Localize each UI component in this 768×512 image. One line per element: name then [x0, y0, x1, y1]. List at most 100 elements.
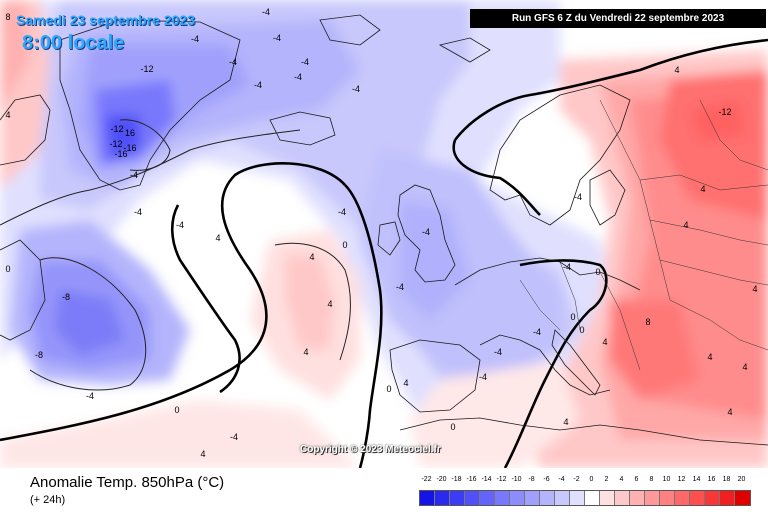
coastlines [0, 14, 768, 446]
isoline-label: 4 [602, 337, 607, 347]
legend-color-bar [419, 490, 751, 506]
isoline-label: -4 [254, 80, 262, 90]
legend-label: -14 [481, 476, 492, 483]
model-run-banner: Run GFS 6 Z du Vendredi 22 septembre 202… [470, 9, 766, 28]
legend-swatch [525, 491, 540, 505]
isoline-label: 4 [303, 347, 308, 357]
isoline-label: -4 [479, 372, 487, 382]
isoline-label: -4 [574, 192, 582, 202]
isoline-label: 8 [645, 317, 650, 327]
isoline-label: 0 [342, 240, 347, 250]
isoline-label: 4 [5, 110, 10, 120]
forecast-date: Samedi 23 septembre 2023 [16, 12, 195, 28]
legend-swatch [585, 491, 600, 505]
legend-swatch [555, 491, 570, 505]
isoline-label: -12 [718, 107, 731, 117]
legend-label: 14 [692, 476, 701, 483]
legend-swatch [495, 491, 510, 505]
isoline-label: -4 [533, 327, 541, 337]
isoline-label: -4 [230, 432, 238, 442]
map-canvas: -12-12 16-12 -16-16-4-44-8-8-404-44440-4-4… [0, 0, 768, 468]
isoline-label: -4 [301, 57, 309, 67]
isoline-label: 4 [309, 252, 314, 262]
legend-swatch [540, 491, 555, 505]
isoline-label: -4 [229, 57, 237, 67]
legend-swatch [720, 491, 735, 505]
isoline-label: -4 [262, 7, 270, 17]
isoline-label: 4 [200, 449, 205, 459]
legend-label: -12 [496, 476, 507, 483]
isoline-label: 8 [5, 12, 10, 22]
isoline-label: -12 [109, 139, 122, 149]
isoline-label: -4 [48, 37, 56, 47]
legend-swatch [735, 491, 750, 505]
isoline-label: 4 [752, 284, 757, 294]
legend-swatch [420, 491, 435, 505]
legend-swatch [465, 491, 480, 505]
isoline-label: -8 [35, 350, 43, 360]
isoline-label: -12 [110, 124, 123, 134]
isoline-label: -16 [123, 143, 136, 153]
isoline-label: -4 [134, 207, 142, 217]
legend-swatch [675, 491, 690, 505]
legend-label: -6 [543, 476, 550, 483]
isoline-label: -4 [352, 84, 360, 94]
zero-isotherm [0, 38, 768, 468]
isoline-label: 0 [595, 267, 600, 277]
isoline-label: 0 [570, 312, 575, 322]
legend-label: 16 [707, 476, 716, 483]
color-legend: -22 -20 -18 -16 -14 -12 -10 -8 -6 -4 -2 0 2 4 6 8 10 12 14… [419, 476, 751, 506]
isoline-label: -4 [191, 34, 199, 44]
isoline-label: -4 [396, 282, 404, 292]
isoline-label: 4 [674, 65, 679, 75]
legend-label: -18 [451, 476, 462, 483]
legend-swatch [645, 491, 660, 505]
legend-label: 20 [737, 476, 746, 483]
legend-swatch [660, 491, 675, 505]
legend-labels: -22 -20 -18 -16 -14 -12 -10 -8 -6 -4 -2 0 2 4 6 8 10 12 14… [419, 476, 751, 488]
isoline-label: -4 [176, 220, 184, 230]
legend-label: 4 [619, 476, 624, 483]
isoline-label: 0 [386, 384, 391, 394]
legend-swatch [600, 491, 615, 505]
isoline-value-labels: -12-12 16-12 -16-16-4-44-8-8-404-44440-4-4… [5, 7, 757, 459]
legend-swatch [510, 491, 525, 505]
legend-label: 0 [589, 476, 594, 483]
isoline-label: 4 [727, 407, 732, 417]
isoline-label: -12 [140, 64, 153, 74]
isoline-label: 4 [403, 378, 408, 388]
isoline-label: 4 [700, 184, 705, 194]
legend-swatch [570, 491, 585, 505]
legend-label: 2 [604, 476, 609, 483]
isoline-label: -4 [273, 33, 281, 43]
forecast-lead-time: (+ 24h) [30, 494, 66, 506]
legend-label: -16 [466, 476, 477, 483]
legend-swatch [630, 491, 645, 505]
isoline-label: 4 [707, 352, 712, 362]
legend-label: 8 [649, 476, 654, 483]
thin-isolines [0, 119, 351, 391]
isoline-label: 4 [215, 233, 220, 243]
anomaly-fields [0, 0, 768, 468]
isoline-label: -16 [114, 149, 127, 159]
legend-label: 6 [634, 476, 639, 483]
isoline-label: -8 [62, 292, 70, 302]
legend-label: -10 [511, 476, 522, 483]
legend-swatch [450, 491, 465, 505]
isoline-label: 0 [174, 405, 179, 415]
anomaly-map: -12 -12 16 -12 -16 -16 -4 -4 4 -8 -8 -4 0 4 -4 4 4 4 0 -4 -4… [0, 0, 768, 468]
isoline-label: 4 [742, 362, 747, 372]
map-title: Anomalie Temp. 850hPa (°C) [30, 474, 225, 491]
isoline-label: 4 [563, 417, 568, 427]
isoline-label: -4 [563, 262, 571, 272]
legend-swatch [480, 491, 495, 505]
legend-label: 10 [662, 476, 671, 483]
isoline-label: -4 [86, 391, 94, 401]
legend-label: -4 [558, 476, 565, 483]
legend-label: -20 [436, 476, 447, 483]
country-borders [519, 99, 768, 371]
legend-label: 12 [677, 476, 686, 483]
copyright-notice: Copyright © 2023 Meteociel.fr [300, 444, 441, 455]
isoline-label: 0 [579, 325, 584, 335]
legend-swatch [435, 491, 450, 505]
